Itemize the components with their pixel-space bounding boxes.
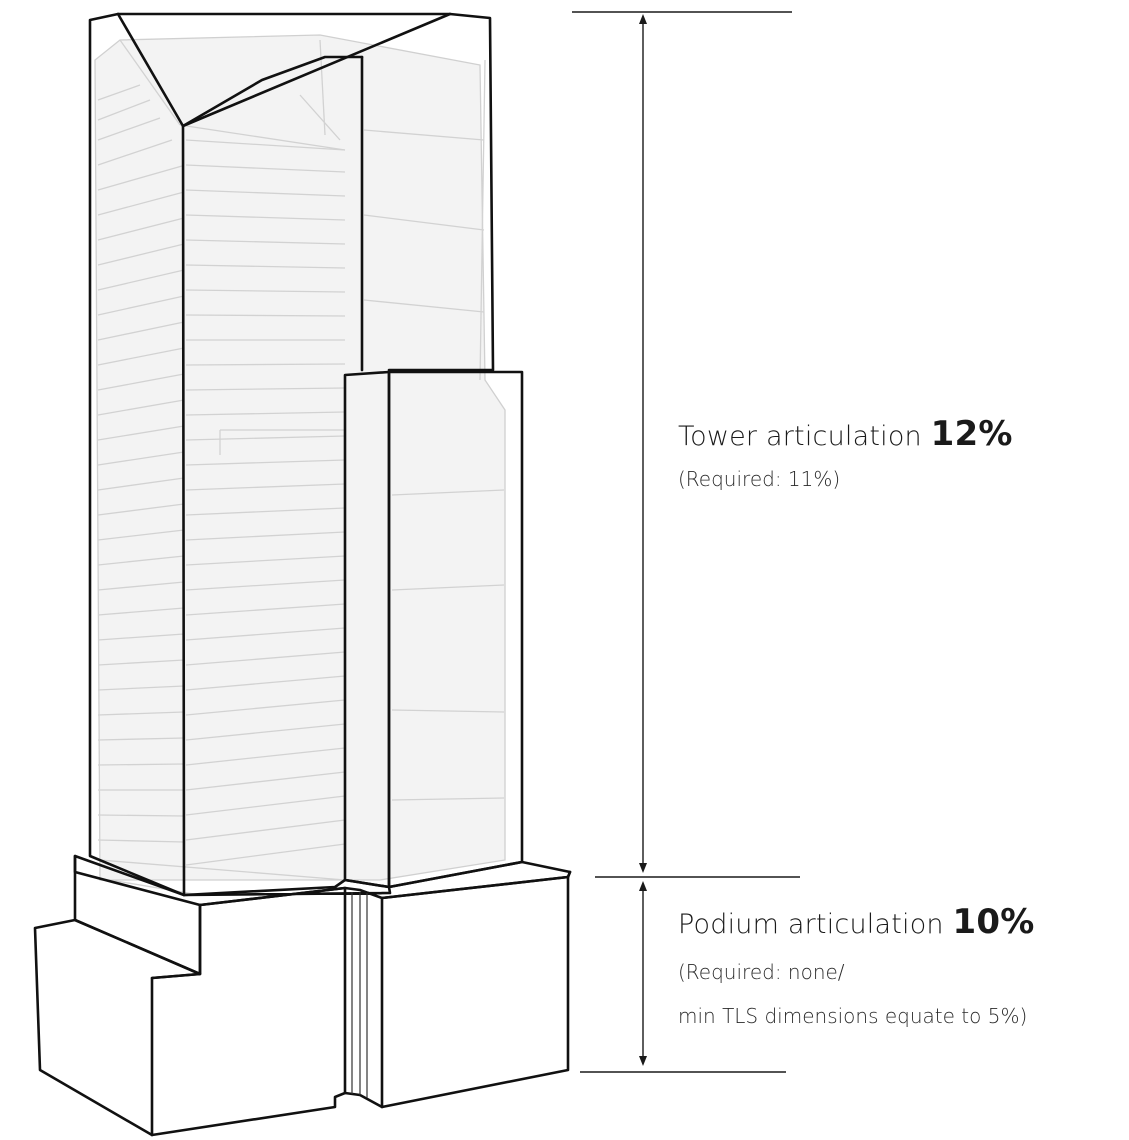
podium-slot-lines: [351, 892, 368, 1098]
podium-label: Podium articulation 10%: [678, 902, 1035, 942]
tower-label: Tower articulation 12%: [678, 414, 1013, 454]
podium-front-face: [150, 886, 347, 1137]
podium-required-line2: min TLS dimensions equate to 5%): [678, 1004, 1028, 1028]
roof-ridge: [181, 55, 364, 128]
tower-label-text: Tower articulation: [678, 421, 922, 452]
tower-front-edge: [181, 124, 186, 897]
podium-top-edge-right: [566, 870, 572, 879]
podium-arrow-bottom-icon: [639, 1056, 647, 1066]
podium-lower-left: [33, 918, 202, 1137]
right-tower-panel-lines: [299, 39, 505, 801]
building-outline: [33, 12, 572, 1137]
left-facade-floor-lines: [97, 84, 185, 843]
podium-label-text: Podium articulation: [678, 909, 944, 940]
tower-arrow-top-icon: [639, 14, 647, 24]
background-floor-lines: [94, 34, 506, 896]
tower-required: (Required: 11%): [678, 467, 841, 491]
podium-right-face: [380, 875, 570, 1109]
podium-required-line1: (Required: none/: [678, 960, 845, 984]
tower-value: 12%: [930, 414, 1013, 454]
podium-value: 10%: [952, 902, 1035, 942]
front-facade-floor-lines: [185, 139, 346, 866]
podium-arrow-top-icon: [639, 881, 647, 891]
dimension-arrowheads: [639, 14, 647, 1066]
tower-arrow-bottom-icon: [639, 863, 647, 873]
dimension-markers: [572, 11, 800, 1073]
podium-notch: [343, 1091, 384, 1109]
